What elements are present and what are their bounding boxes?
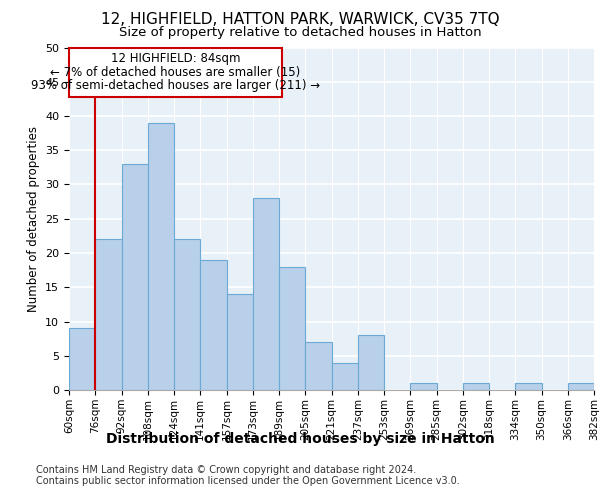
Bar [148, 123, 174, 390]
Bar [69, 328, 95, 390]
Bar [279, 266, 305, 390]
Text: 93% of semi-detached houses are larger (211) →: 93% of semi-detached houses are larger (… [31, 80, 320, 92]
Text: 12, HIGHFIELD, HATTON PARK, WARWICK, CV35 7TQ: 12, HIGHFIELD, HATTON PARK, WARWICK, CV3… [101, 12, 499, 28]
Text: Contains public sector information licensed under the Open Government Licence v3: Contains public sector information licen… [36, 476, 460, 486]
Bar [358, 335, 384, 390]
Bar [568, 383, 594, 390]
Bar [174, 240, 200, 390]
Y-axis label: Number of detached properties: Number of detached properties [26, 126, 40, 312]
Bar [95, 240, 121, 390]
Bar [200, 260, 227, 390]
FancyBboxPatch shape [69, 48, 281, 97]
Bar [227, 294, 253, 390]
Bar [305, 342, 331, 390]
Text: ← 7% of detached houses are smaller (15): ← 7% of detached houses are smaller (15) [50, 66, 301, 78]
Bar [463, 383, 489, 390]
Text: Size of property relative to detached houses in Hatton: Size of property relative to detached ho… [119, 26, 481, 39]
Text: Distribution of detached houses by size in Hatton: Distribution of detached houses by size … [106, 432, 494, 446]
Bar [121, 164, 148, 390]
Text: 12 HIGHFIELD: 84sqm: 12 HIGHFIELD: 84sqm [110, 52, 240, 65]
Text: Contains HM Land Registry data © Crown copyright and database right 2024.: Contains HM Land Registry data © Crown c… [36, 465, 416, 475]
Bar [515, 383, 542, 390]
Bar [410, 383, 437, 390]
Bar [331, 362, 358, 390]
Bar [253, 198, 279, 390]
